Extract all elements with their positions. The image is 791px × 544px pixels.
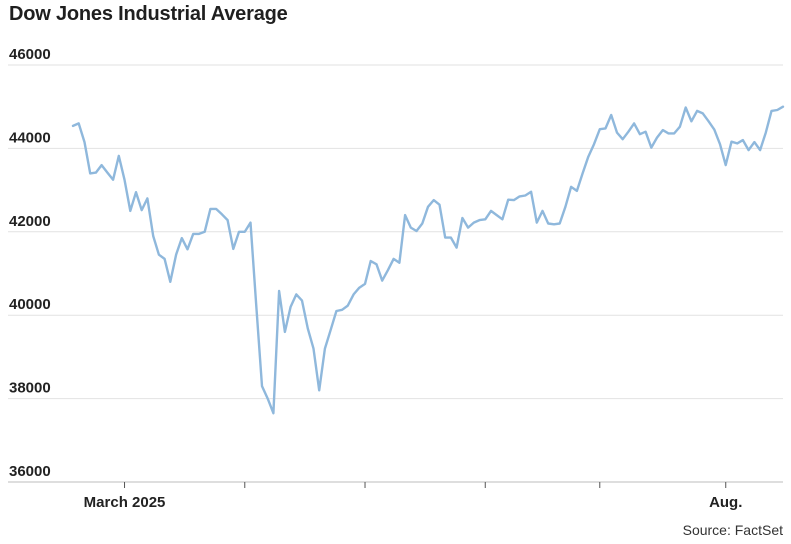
x-tick-label: Aug. bbox=[709, 494, 742, 511]
chart-title: Dow Jones Industrial Average bbox=[9, 3, 288, 25]
y-axis: 36000 38000 40000 42000 44000 46000 bbox=[9, 46, 51, 480]
y-tick-label: 36000 bbox=[9, 463, 51, 480]
y-tick-label: 38000 bbox=[9, 380, 51, 397]
y-tick-label: 44000 bbox=[9, 129, 51, 146]
y-tick-label: 40000 bbox=[9, 296, 51, 313]
x-tick-label: March 2025 bbox=[84, 494, 166, 511]
gridlines bbox=[8, 64, 783, 483]
series-line-djia bbox=[71, 105, 785, 415]
y-tick-label: 42000 bbox=[9, 213, 51, 230]
y-tick-label: 46000 bbox=[9, 46, 51, 63]
plot-area bbox=[71, 105, 785, 415]
source-note: Source: FactSet bbox=[682, 522, 783, 538]
x-axis: March 2025 Aug. bbox=[84, 482, 742, 511]
